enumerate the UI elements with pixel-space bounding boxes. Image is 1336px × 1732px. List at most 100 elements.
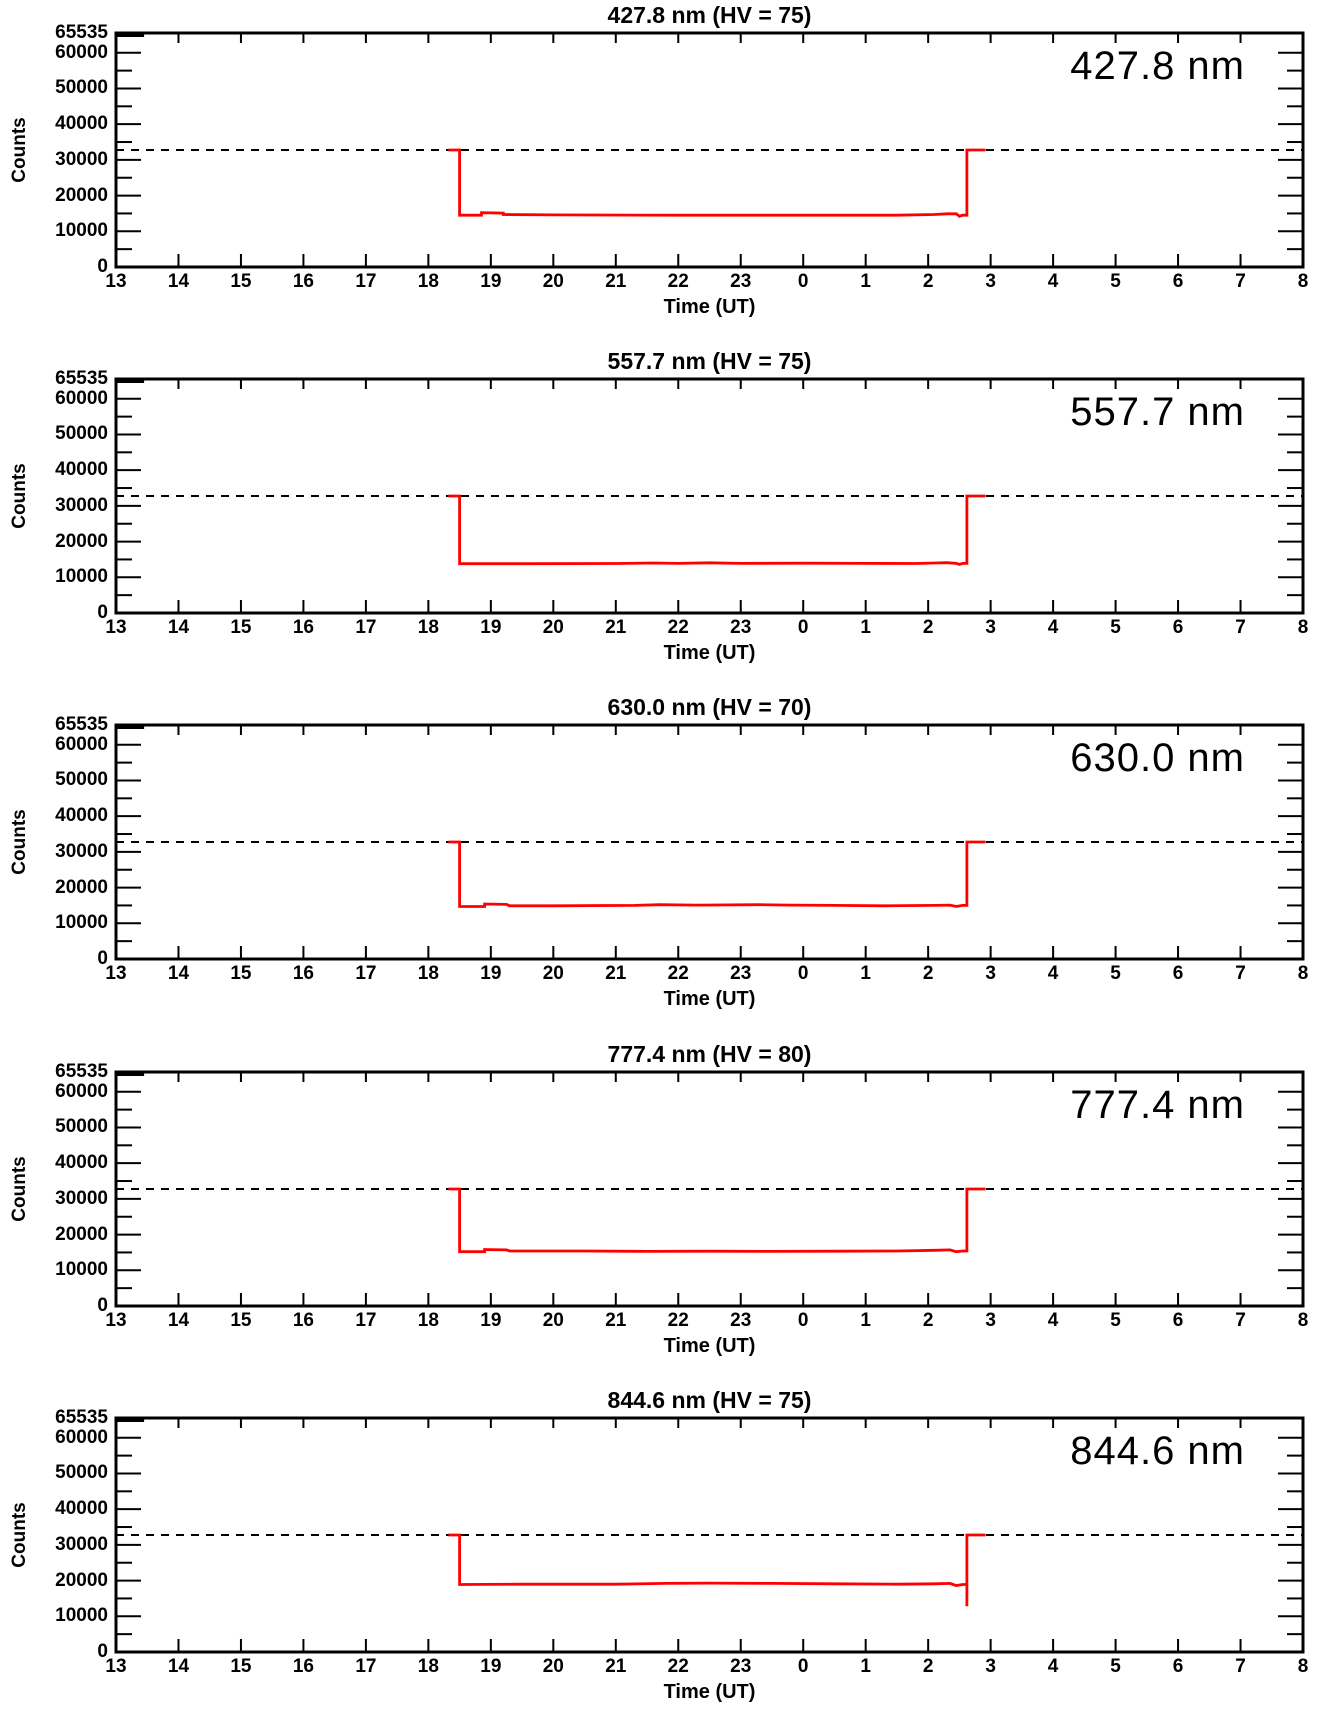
x-axis-title: Time (UT) — [663, 988, 756, 1010]
x-tick-label: 4 — [1047, 963, 1059, 984]
x-tick-label: 21 — [605, 617, 627, 638]
x-tick-label: 20 — [542, 617, 564, 638]
x-tick-label: 20 — [542, 963, 564, 984]
y-tick-label: 20000 — [55, 876, 108, 898]
x-tick-label: 23 — [730, 1310, 752, 1331]
y-tick-label: 10000 — [55, 912, 108, 934]
y-tick-label: 0 — [97, 1295, 108, 1316]
x-tick-label: 3 — [985, 1310, 996, 1331]
y-tick-label: 60000 — [55, 733, 108, 755]
y-tick-label: 50000 — [55, 1462, 108, 1484]
x-tick-label: 19 — [480, 1310, 502, 1331]
x-tick-label: 16 — [292, 617, 314, 638]
x-tick-label: 17 — [355, 1656, 377, 1677]
x-tick-label: 23 — [730, 617, 752, 638]
x-tick-label: 2 — [922, 271, 934, 292]
x-tick-label: 4 — [1047, 1656, 1059, 1677]
x-tick-label: 4 — [1047, 617, 1059, 638]
y-tick-label: 30000 — [55, 494, 108, 516]
wavelength-label: 630.0 nm — [1070, 736, 1245, 780]
x-tick-label: 22 — [667, 271, 689, 292]
y-tick-label: 40000 — [55, 805, 108, 827]
panel-557-7nm: 557.7 nm (HV = 75) 557.7 nm Counts Time … — [0, 346, 1336, 693]
y-tick-label: 20000 — [55, 1569, 108, 1591]
panel-title: 630.0 nm (HV = 70) — [607, 694, 812, 720]
x-tick-label: 14 — [167, 271, 190, 292]
x-axis-title: Time (UT) — [663, 1681, 756, 1703]
x-tick-label: 5 — [1110, 271, 1121, 292]
x-tick-label: 3 — [985, 963, 996, 984]
y-tick-label: 65535 — [55, 368, 108, 389]
plot-canvas — [114, 31, 1305, 269]
x-tick-label: 8 — [1297, 271, 1309, 292]
wavelength-label: 427.8 nm — [1070, 44, 1245, 88]
y-tick-label: 50000 — [55, 1116, 108, 1138]
panel-title: 777.4 nm (HV = 80) — [607, 1041, 812, 1067]
panel-title: 427.8 nm (HV = 75) — [607, 2, 812, 28]
x-tick-label: 3 — [985, 1656, 996, 1677]
y-tick-label: 50000 — [55, 769, 108, 791]
x-tick-label: 22 — [667, 1656, 689, 1677]
y-tick-label: 10000 — [55, 566, 108, 588]
x-tick-label: 13 — [105, 617, 127, 638]
x-axis-title: Time (UT) — [663, 296, 756, 318]
x-tick-label: 2 — [922, 617, 934, 638]
x-tick-label: 21 — [605, 1310, 627, 1331]
x-tick-label: 22 — [667, 617, 689, 638]
x-tick-label: 3 — [985, 617, 996, 638]
x-tick-label: 1 — [860, 1656, 871, 1677]
x-tick-label: 14 — [167, 1310, 190, 1331]
panel-777-4nm: 777.4 nm (HV = 80) 777.4 nm Counts Time … — [0, 1039, 1336, 1386]
y-tick-label: 30000 — [55, 1533, 108, 1555]
y-tick-label: 20000 — [55, 530, 108, 552]
x-tick-label: 1 — [860, 1310, 871, 1331]
x-tick-label: 6 — [1172, 1310, 1184, 1331]
x-tick-label: 18 — [417, 963, 439, 984]
x-tick-label: 7 — [1235, 1310, 1246, 1331]
x-tick-label: 0 — [797, 271, 809, 292]
x-tick-label: 18 — [417, 271, 439, 292]
y-tick-label: 0 — [97, 256, 108, 277]
y-tick-label: 10000 — [55, 1605, 108, 1627]
x-tick-label: 5 — [1110, 1310, 1121, 1331]
x-tick-label: 13 — [105, 271, 127, 292]
x-tick-label: 23 — [730, 271, 752, 292]
x-tick-label: 0 — [797, 1310, 809, 1331]
x-tick-label: 17 — [355, 617, 377, 638]
x-tick-label: 20 — [542, 1310, 564, 1331]
x-tick-label: 5 — [1110, 963, 1121, 984]
x-tick-label: 7 — [1235, 963, 1246, 984]
x-tick-label: 6 — [1172, 963, 1184, 984]
x-tick-label: 17 — [355, 271, 377, 292]
x-tick-label: 18 — [417, 1656, 439, 1677]
x-tick-label: 13 — [105, 1310, 127, 1331]
y-tick-label: 20000 — [55, 184, 108, 206]
x-tick-label: 19 — [480, 1656, 502, 1677]
panel-title: 844.6 nm (HV = 75) — [607, 1387, 812, 1413]
x-tick-label: 14 — [167, 1656, 190, 1677]
y-tick-label: 40000 — [55, 459, 108, 481]
x-tick-label: 15 — [230, 617, 252, 638]
y-tick-label: 65535 — [55, 1061, 108, 1082]
y-tick-label: 30000 — [55, 148, 108, 170]
x-tick-label: 8 — [1297, 1310, 1309, 1331]
y-tick-label: 20000 — [55, 1223, 108, 1245]
x-tick-label: 14 — [167, 963, 190, 984]
x-tick-label: 5 — [1110, 1656, 1121, 1677]
x-tick-label: 16 — [292, 271, 314, 292]
y-tick-label: 30000 — [55, 840, 108, 862]
x-tick-label: 7 — [1235, 271, 1246, 292]
plot-canvas — [114, 723, 1305, 961]
x-tick-label: 19 — [480, 271, 502, 292]
y-tick-label: 40000 — [55, 1152, 108, 1174]
y-tick-label: 0 — [97, 948, 108, 969]
y-tick-label: 65535 — [55, 1407, 108, 1428]
x-tick-label: 20 — [542, 271, 564, 292]
panel-title: 557.7 nm (HV = 75) — [607, 348, 812, 374]
x-tick-label: 6 — [1172, 617, 1184, 638]
x-tick-label: 22 — [667, 1310, 689, 1331]
y-tick-label: 30000 — [55, 1187, 108, 1209]
x-tick-label: 6 — [1172, 271, 1184, 292]
x-tick-label: 7 — [1235, 617, 1246, 638]
x-tick-label: 22 — [667, 963, 689, 984]
